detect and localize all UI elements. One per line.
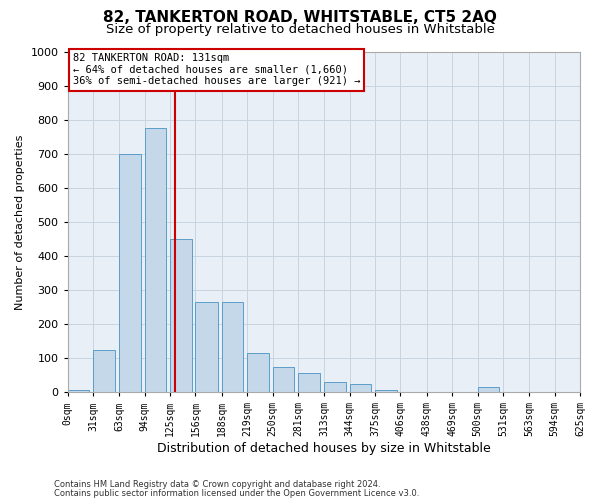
X-axis label: Distribution of detached houses by size in Whitstable: Distribution of detached houses by size … (157, 442, 491, 455)
Text: Size of property relative to detached houses in Whitstable: Size of property relative to detached ho… (106, 22, 494, 36)
Bar (93, 350, 115, 392)
Bar (196, 302, 218, 392)
Bar (145, 128, 166, 392)
Text: 82 TANKERTON ROAD: 131sqm
← 64% of detached houses are smaller (1,660)
36% of se: 82 TANKERTON ROAD: 131sqm ← 64% of detac… (73, 53, 360, 86)
Bar (350, 384, 371, 392)
Bar (478, 387, 499, 392)
Bar (375, 390, 397, 392)
Bar (68, 390, 89, 392)
Bar (272, 366, 294, 392)
Y-axis label: Number of detached properties: Number of detached properties (15, 134, 25, 310)
Text: 82, TANKERTON ROAD, WHITSTABLE, CT5 2AQ: 82, TANKERTON ROAD, WHITSTABLE, CT5 2AQ (103, 10, 497, 25)
Bar (222, 302, 244, 392)
Bar (247, 353, 269, 392)
Bar (324, 382, 346, 392)
Text: Contains public sector information licensed under the Open Government Licence v3: Contains public sector information licen… (54, 488, 419, 498)
Bar (119, 154, 141, 392)
Text: Contains HM Land Registry data © Crown copyright and database right 2024.: Contains HM Land Registry data © Crown c… (54, 480, 380, 489)
Bar (298, 374, 320, 392)
Bar (170, 239, 191, 392)
